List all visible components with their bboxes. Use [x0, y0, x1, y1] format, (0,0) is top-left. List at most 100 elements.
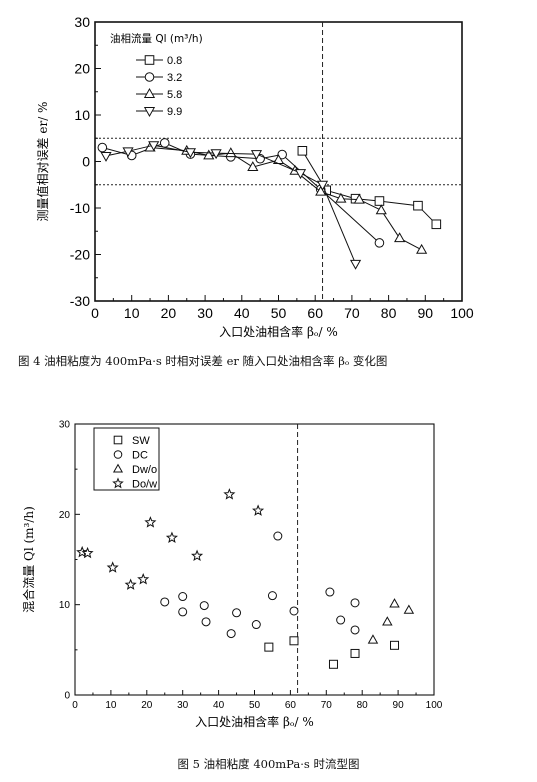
- data-point: [328, 659, 338, 669]
- legend-label: Do/w: [132, 479, 157, 491]
- data-point: [225, 147, 237, 158]
- data-point: [316, 180, 329, 191]
- x-tick-label: 10: [124, 305, 140, 321]
- x-tick-label: 20: [161, 305, 177, 321]
- x-axis-label: 入口处油相含率 βₒ/ %: [219, 324, 338, 339]
- data-point: [289, 636, 299, 646]
- data-point: [178, 592, 188, 602]
- data-point: [122, 147, 134, 158]
- legend-label: Dw/o: [132, 464, 157, 476]
- series-Dw/o: [367, 598, 415, 644]
- legend-marker: [144, 72, 155, 82]
- x-tick-label: 100: [450, 305, 474, 321]
- data-point: [203, 149, 215, 160]
- figure-4-caption: 图 4 油相粘度为 400mPa·s 时相对误差 er 随入口处油相含率 βₒ …: [18, 354, 388, 368]
- chart-1: 0 10 20 30 40 50 60 70 80 90 1003020100-10-20-30入口…: [35, 14, 474, 339]
- data-point: [199, 601, 209, 611]
- legend-label: SW: [132, 435, 150, 447]
- y-tick-label: 10: [59, 600, 71, 611]
- y-tick-label: -10: [70, 200, 90, 216]
- x-tick-label: 0: [91, 305, 99, 321]
- data-point: [350, 648, 360, 658]
- legend-marker: [144, 55, 155, 65]
- series-9.9: [100, 141, 362, 270]
- x-tick-label: 90: [418, 305, 434, 321]
- data-point: [106, 561, 119, 573]
- legend-label: 0.8: [167, 55, 182, 67]
- y-tick-label: 10: [74, 107, 90, 123]
- data-point: [210, 149, 222, 160]
- data-point: [232, 608, 242, 618]
- legend-marker: [143, 107, 156, 117]
- data-point: [184, 148, 197, 159]
- data-point: [294, 169, 307, 180]
- data-point: [353, 193, 365, 204]
- data-point: [264, 642, 274, 652]
- x-tick-label: 10: [105, 700, 117, 711]
- x-tick-label: 30: [197, 305, 213, 321]
- data-point: [416, 243, 428, 254]
- x-tick-label: 30: [177, 700, 189, 711]
- data-point: [374, 196, 385, 206]
- data-point: [403, 604, 415, 614]
- x-tick-label: 90: [393, 700, 405, 711]
- data-point: [335, 192, 347, 203]
- legend-label: 3.2: [167, 72, 182, 84]
- y-tick-label: 20: [74, 60, 90, 76]
- y-axis-label: 混合流量 Ql (m³/h): [21, 506, 36, 613]
- data-point: [137, 573, 150, 585]
- data-point: [413, 200, 423, 211]
- data-point: [394, 232, 406, 243]
- legend: 油相流量 Ql (m³/h) 0.8 3.2 5.8 9.9: [110, 32, 203, 118]
- legend-label: 9.9: [167, 106, 182, 118]
- data-point: [160, 597, 170, 607]
- data-point: [277, 149, 287, 160]
- y-tick-label: 30: [74, 14, 90, 30]
- x-tick-label: 40: [213, 700, 225, 711]
- data-point: [247, 161, 259, 172]
- figure-5-caption: 图 5 油相粘度 400mPa·s 时流型图: [177, 757, 360, 771]
- y-tick-label: -20: [70, 246, 90, 262]
- data-point: [223, 488, 236, 500]
- data-point: [97, 142, 108, 153]
- data-point: [431, 219, 442, 230]
- data-point: [390, 640, 400, 650]
- legend-marker: [112, 477, 124, 489]
- data-point: [349, 259, 362, 270]
- data-point: [148, 141, 160, 152]
- data-point: [159, 138, 170, 148]
- series-Do/w: [76, 488, 265, 590]
- series-DC: [160, 531, 360, 639]
- x-tick-label: 50: [249, 700, 261, 711]
- data-point: [375, 204, 387, 215]
- x-tick-label: 60: [285, 700, 297, 711]
- data-point: [81, 546, 94, 559]
- y-tick-label: 0: [82, 153, 90, 169]
- x-tick-label: 40: [234, 305, 250, 321]
- y-tick-label: 30: [59, 420, 71, 431]
- data-point: [252, 504, 265, 516]
- data-point: [389, 598, 400, 608]
- data-point: [76, 545, 89, 558]
- data-point: [350, 625, 360, 635]
- legend: SW DC Dw/o Do/w: [93, 427, 160, 491]
- legend-marker: [143, 88, 156, 98]
- data-point: [289, 606, 299, 616]
- data-point: [124, 578, 137, 590]
- data-point: [374, 238, 385, 248]
- data-point: [144, 516, 157, 528]
- y-tick-label: -30: [70, 293, 90, 309]
- data-point: [297, 146, 308, 156]
- x-tick-label: 80: [381, 305, 397, 321]
- x-tick-label: 70: [321, 700, 333, 711]
- y-tick-label: 0: [64, 691, 70, 702]
- data-point: [367, 634, 379, 644]
- y-axis-label: 测量值相对误差 er/ %: [35, 102, 50, 222]
- data-point: [315, 185, 327, 196]
- x-tick-label: 50: [271, 305, 287, 321]
- data-point: [178, 607, 188, 617]
- data-point: [325, 587, 335, 597]
- data-point: [251, 620, 261, 630]
